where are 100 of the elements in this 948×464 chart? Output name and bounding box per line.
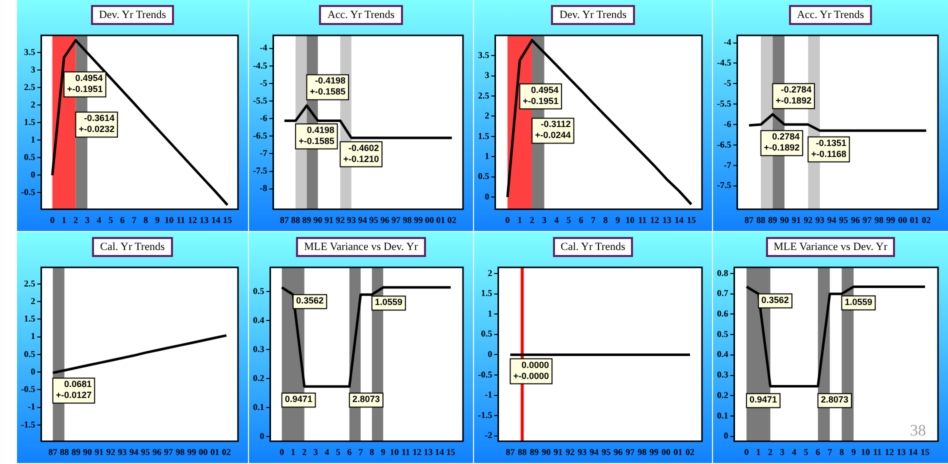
y-tick-label: 3 — [30, 64, 36, 74]
x-tick-label: 87 — [744, 214, 754, 225]
x-tick-label: 00 — [898, 214, 908, 225]
x-tick-label: 02 — [922, 214, 932, 225]
x-tick-label: 89 — [302, 214, 312, 225]
x-tick-label: 3 — [542, 214, 548, 225]
y-tick-label: 0 — [260, 430, 265, 441]
x-tick-label: 97 — [626, 446, 636, 457]
annotation: 0.4954 +-0.1951 — [67, 72, 103, 94]
y-tick-label: 0 — [724, 430, 729, 441]
x-tick-label: 00 — [662, 446, 672, 457]
x-tick-label: 01 — [210, 446, 220, 457]
annotation: 0.4954 +-0.1951 — [522, 84, 559, 106]
y-tick-label: 1.5 — [478, 130, 490, 141]
y-tick-label: -0.5 — [20, 187, 36, 198]
x-tick-label: 6 — [347, 446, 352, 457]
x-tick-label: 14 — [908, 446, 918, 457]
y-tick-label: -7.5 — [716, 180, 732, 190]
y-tick-label: -0.5 — [478, 369, 493, 380]
x-tick-label: 92 — [566, 446, 576, 457]
annotation: 0.9471 — [750, 394, 778, 405]
annotation: 1.0559 — [374, 297, 402, 308]
y-tick-label: 0.5 — [480, 328, 493, 339]
x-tick-label: 4 — [324, 446, 330, 457]
x-tick-label: 0 — [50, 214, 56, 225]
x-tick-label: 9 — [380, 446, 386, 457]
x-tick-label: 95 — [839, 214, 849, 225]
x-tick-label: 7 — [591, 214, 596, 225]
y-tick-label: 0.5 — [717, 328, 729, 339]
annotation: -0.3614 +-0.0232 — [78, 113, 114, 134]
y-tick-label: 0 — [484, 191, 490, 202]
x-tick-label: 5 — [566, 214, 572, 225]
y-tick-label: 0.8 — [717, 268, 729, 278]
annotation: 0.2784 +-0.1892 — [764, 132, 800, 153]
x-tick-label: 1 — [756, 446, 762, 457]
y-tick-label: 0.1 — [717, 410, 729, 420]
y-tick-label: 1.5 — [480, 288, 493, 298]
x-tick-label: 3 — [85, 214, 90, 225]
y-tick-label: 0.5 — [24, 152, 36, 162]
y-tick-label: -5.5 — [252, 95, 268, 106]
x-tick-label: 8 — [839, 446, 844, 457]
annotation: -0.4602 +-0.1210 — [343, 142, 379, 164]
x-tick-label: 92 — [336, 214, 346, 225]
x-tick-label: 87 — [48, 446, 58, 457]
x-tick-label: 91 — [94, 446, 104, 457]
x-tick-label: 98 — [874, 214, 884, 225]
x-tick-label: 9 — [616, 214, 621, 225]
y-tick-label: 0.3 — [717, 370, 729, 380]
x-tick-label: 1 — [62, 214, 67, 225]
y-tick-label: 3.5 — [478, 50, 490, 60]
x-tick-label: 13 — [200, 214, 210, 225]
x-tick-label: 94 — [590, 446, 600, 457]
x-tick-label: 01 — [674, 446, 684, 457]
x-tick-label: 89 — [530, 446, 540, 457]
annotation: -0.1351 +-0.1168 — [811, 138, 846, 159]
y-tick-label: 0.4 — [253, 315, 265, 326]
y-tick-label: -4 — [260, 42, 268, 53]
chart-title: MLE Variance vs Dev. Yr — [766, 237, 896, 257]
y-tick-label: -1 — [484, 390, 493, 400]
y-tick-label: 0 — [30, 170, 36, 180]
x-tick-label: 9 — [155, 214, 160, 225]
x-tick-label: 94 — [129, 446, 139, 457]
x-tick-label: 14 — [434, 446, 444, 457]
x-tick-label: 88 — [518, 446, 528, 457]
x-tick-label: 10 — [626, 214, 636, 225]
x-tick-label: 3 — [780, 446, 785, 457]
y-tick-label: 0.7 — [717, 288, 729, 298]
x-tick-label: 15 — [222, 214, 232, 225]
x-tick-label: 99 — [414, 214, 424, 225]
y-tick-label: 1.5 — [24, 116, 36, 127]
x-tick-label: 11 — [638, 214, 648, 225]
x-tick-label: 11 — [401, 446, 410, 457]
annotation: 0.0000 +-0.0000 — [513, 360, 550, 381]
x-tick-label: 00 — [425, 214, 435, 225]
y-tick-label: -1.5 — [478, 410, 493, 420]
y-tick-label: 1 — [30, 331, 36, 342]
x-tick-label: 91 — [792, 214, 802, 225]
x-tick-label: 88 — [60, 446, 70, 457]
y-tick-label: 1 — [484, 150, 490, 161]
x-tick-label: 15 — [446, 446, 456, 457]
x-tick-label: 8 — [144, 214, 149, 225]
x-tick-label: 98 — [402, 214, 412, 225]
x-tick-label: 88 — [756, 214, 766, 225]
x-tick-label: 6 — [578, 214, 584, 225]
y-tick-label: -5.5 — [716, 98, 732, 108]
x-tick-label: 7 — [132, 214, 137, 225]
x-tick-label: 4 — [554, 214, 560, 225]
y-tick-label: 0.3 — [253, 344, 265, 354]
chart-title: Cal. Yr Trends — [92, 237, 173, 257]
x-tick-label: 10 — [390, 446, 400, 457]
annotation: -0.3112 +-0.0244 — [535, 119, 571, 140]
y-tick-label: 0.6 — [717, 308, 729, 319]
x-tick-label: 0 — [280, 446, 285, 457]
annotation: 1.0559 — [844, 296, 872, 307]
x-tick-label: 87 — [506, 446, 516, 457]
y-tick-label: 3 — [484, 70, 490, 80]
x-tick-label: 8 — [603, 214, 608, 225]
x-tick-label: 98 — [638, 446, 648, 457]
y-tick-label: -5 — [260, 78, 268, 88]
y-tick-label: -4 — [724, 37, 732, 48]
